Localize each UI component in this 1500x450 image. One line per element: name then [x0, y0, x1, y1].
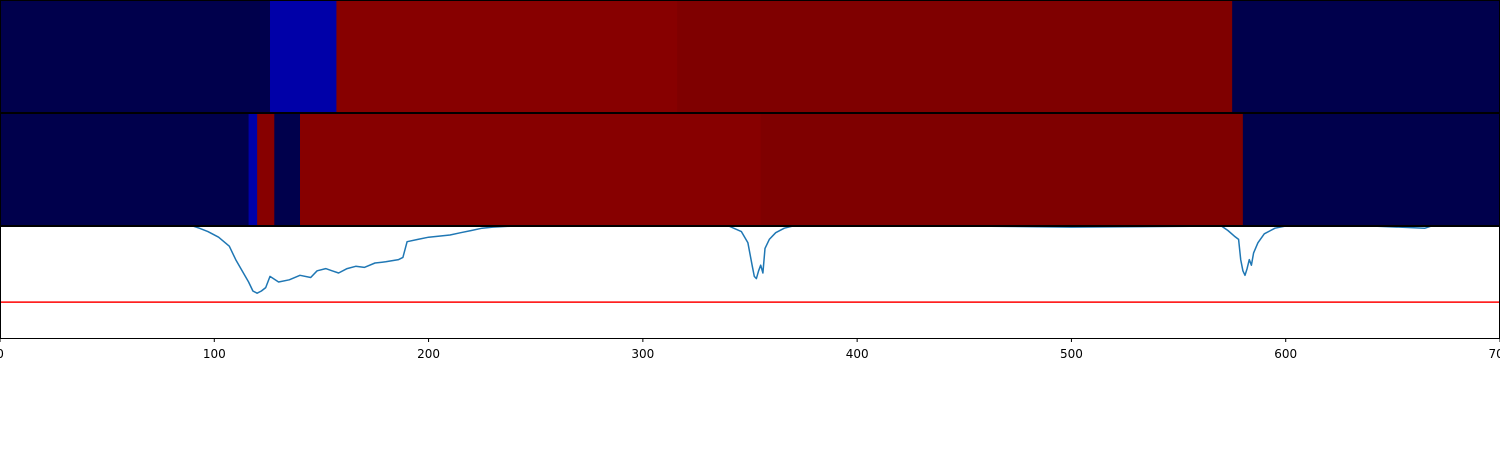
x-tick-label-300: 300	[631, 347, 654, 361]
heatmap-panel-top	[0, 0, 1500, 112]
x-tick-label-200: 200	[417, 347, 440, 361]
heatmap-segment-2-3	[257, 113, 275, 225]
line-plot-panel	[0, 226, 1500, 303]
series-line-1	[0, 226, 1500, 294]
heatmap-segment-1-1	[0, 0, 271, 112]
x-tick-label-700: 700	[1489, 347, 1500, 361]
heatmap-segment-2-4	[274, 113, 301, 225]
heatmap-panel-middle	[0, 113, 1500, 225]
x-tick-label-400: 400	[846, 347, 869, 361]
heatmap-segment-1-5	[1232, 0, 1500, 112]
x-tick-label-0: 0	[0, 347, 4, 361]
heatmap-segment-2-2	[248, 113, 258, 225]
x-tick-label-600: 600	[1274, 347, 1297, 361]
heatmap-segment-1-4	[677, 0, 1233, 112]
heatmap-segment-2-5	[300, 113, 762, 225]
x-tick-label-100: 100	[203, 347, 226, 361]
heatmap-segment-1-2	[270, 0, 337, 112]
heatmap-segment-2-7	[1242, 113, 1500, 225]
heatmap-segment-2-6	[760, 113, 1244, 225]
x-axis: 0 100 200 300 400 500 600 700	[0, 338, 1500, 361]
x-tick-label-500: 500	[1060, 347, 1083, 361]
heatmap-segment-1-3	[336, 0, 678, 112]
heatmap-segment-2-1	[0, 113, 250, 225]
